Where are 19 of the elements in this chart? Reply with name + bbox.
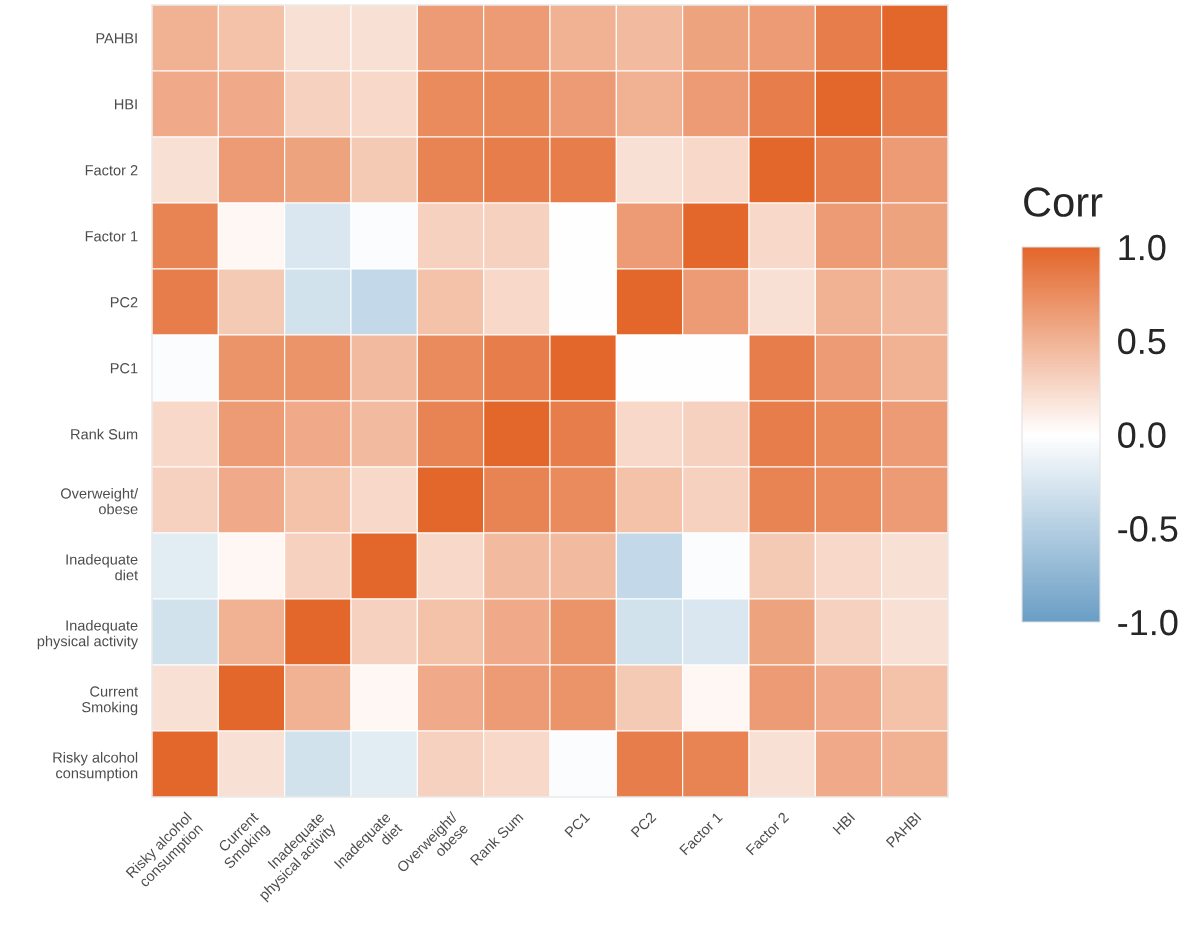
y-tick-label: Overweight/ obese [61, 487, 139, 515]
y-tick-label: PC2 [110, 297, 138, 308]
color-bar-label: -0.5 [1118, 516, 1178, 542]
color-bar-title: Corr [1024, 187, 1103, 217]
x-tick-label: HBI [832, 812, 856, 835]
y-tick-label: HBI [115, 99, 137, 110]
y-tick-label: Inadequate diet [66, 553, 139, 581]
y-tick-label: Rank Sum [71, 428, 138, 440]
y-tick-label: PC1 [110, 363, 138, 374]
color-bar-label: -1.0 [1118, 609, 1178, 636]
y-tick-label: Risky alcohol consumption [53, 751, 138, 782]
color-bar-label: 0.0 [1118, 422, 1166, 448]
y-tick-label: Factor 2 [85, 165, 138, 176]
y-tick-label: Inadequate physical activity [37, 619, 139, 650]
color-bar-label: 0.5 [1118, 328, 1166, 355]
y-tick-label: PAHBI [96, 33, 137, 44]
y-tick-label: Current Smoking [82, 686, 139, 716]
y-tick-label: Factor 1 [85, 231, 138, 242]
color-bar-label: 1.0 [1119, 234, 1166, 261]
